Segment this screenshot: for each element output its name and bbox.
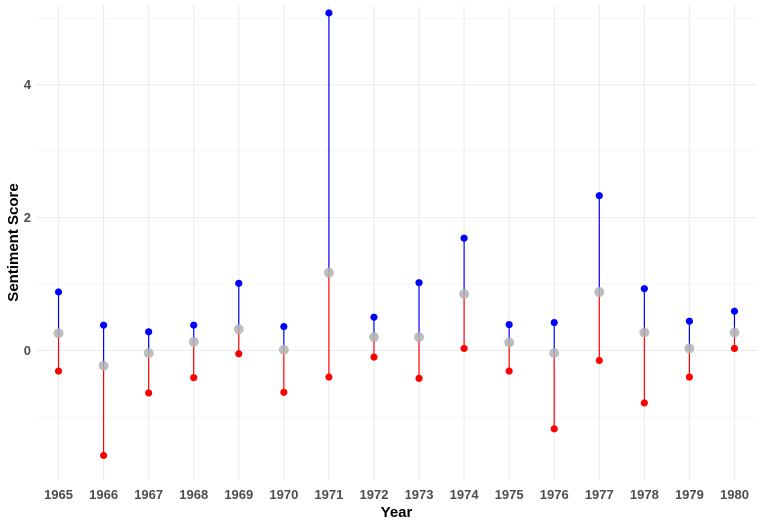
x-tick-label: 1979: [675, 487, 704, 502]
point-mean: [639, 327, 650, 338]
point-mean: [188, 336, 199, 347]
point-max: [145, 328, 153, 336]
point-min: [595, 356, 603, 365]
point-mean: [368, 332, 379, 343]
point-min: [54, 367, 63, 375]
point-min: [460, 344, 468, 353]
point-mean: [729, 327, 740, 338]
point-mean: [233, 324, 244, 335]
x-tick-label: 1966: [89, 487, 118, 502]
point-mean: [504, 337, 515, 348]
x-tick-label: 1969: [224, 487, 253, 502]
grid: [36, 5, 757, 480]
x-tick-label: 1972: [360, 487, 389, 502]
point-max: [190, 321, 198, 329]
x-axis-ticks: 1965 1966 1967 1968 1969 1970 1971 1972 1973 1974…: [44, 487, 749, 502]
point-mean: [143, 348, 154, 359]
point-min: [370, 353, 378, 361]
point-mean: [459, 288, 470, 299]
x-tick-label: 1973: [405, 487, 434, 502]
x-tick-label: 1965: [44, 487, 73, 502]
point-min: [325, 373, 333, 381]
point-min: [280, 388, 288, 396]
point-mean: [684, 343, 695, 354]
point-min: [730, 344, 739, 353]
point-min: [550, 425, 558, 433]
point-mean: [278, 344, 289, 355]
point-min: [505, 367, 513, 375]
x-tick-label: 1967: [134, 487, 163, 502]
y-tick-label: 4: [24, 77, 32, 92]
point-min: [235, 350, 243, 358]
point-max: [370, 313, 378, 321]
point-max: [685, 317, 694, 325]
point-min: [640, 399, 648, 407]
x-tick-label: 1971: [314, 487, 343, 502]
point-max: [505, 320, 513, 329]
point-mean: [594, 286, 605, 297]
x-tick-label: 1977: [585, 487, 614, 502]
point-max: [235, 279, 243, 287]
segments: [57, 12, 736, 456]
point-max: [99, 321, 108, 329]
x-tick-label: 1976: [540, 487, 569, 502]
y-axis-title: Sentiment Score: [5, 183, 22, 301]
point-max: [325, 9, 333, 17]
point-mean: [414, 332, 425, 343]
point-min: [685, 373, 694, 381]
x-axis-title: Year: [381, 504, 413, 521]
point-max: [54, 288, 63, 296]
x-tick-label: 1978: [630, 487, 659, 502]
points: [53, 9, 740, 460]
point-max: [640, 285, 648, 293]
point-max: [460, 234, 468, 242]
point-mean: [323, 267, 334, 278]
y-tick-label: 2: [24, 210, 31, 225]
point-mean: [98, 360, 109, 371]
point-max: [550, 318, 558, 327]
x-tick-label: 1968: [179, 487, 208, 502]
point-mean: [53, 328, 64, 339]
point-min: [190, 374, 198, 382]
y-tick-label: 0: [24, 343, 31, 358]
x-tick-label: 1974: [450, 487, 480, 502]
y-axis-ticks: 0 2 4: [24, 77, 32, 358]
x-tick-label: 1975: [495, 487, 524, 502]
x-tick-label: 1970: [269, 487, 298, 502]
point-min: [415, 374, 423, 382]
x-tick-label: 1980: [720, 487, 749, 502]
point-min: [99, 451, 108, 460]
point-max: [730, 307, 739, 315]
point-mean: [549, 348, 560, 359]
point-min: [145, 389, 153, 397]
point-max: [415, 279, 423, 287]
point-max: [595, 192, 603, 200]
point-max: [280, 322, 288, 331]
